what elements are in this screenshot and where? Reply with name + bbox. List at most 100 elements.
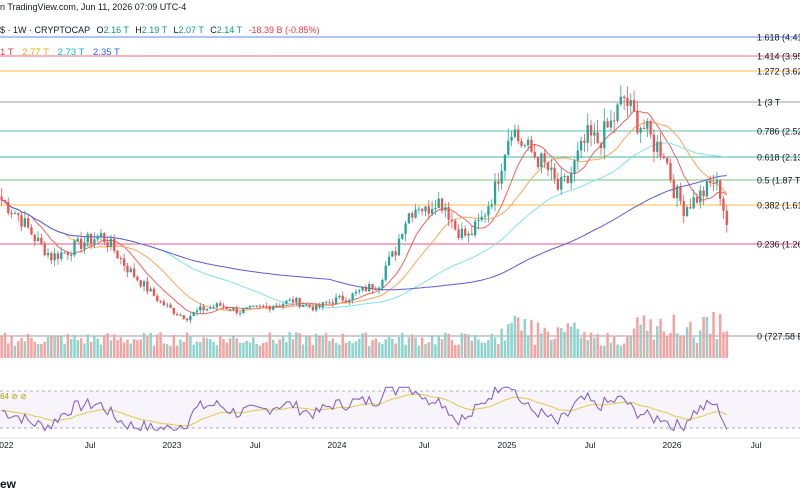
- volume-bar: [513, 315, 517, 358]
- candle-body: [387, 256, 391, 266]
- candle-body: [7, 202, 10, 214]
- candle-body: [321, 302, 324, 308]
- volume-bar: [291, 339, 295, 358]
- volume-bar: [649, 319, 652, 358]
- volume-bar: [99, 344, 103, 358]
- fib-layer: 1.618 (4.41 1.414 (3.95 1.272 (3.62 1 (3 T 0…: [0, 33, 800, 342]
- volume-bar: [639, 324, 642, 358]
- volume-bar: [199, 341, 202, 358]
- candle-body: [199, 306, 202, 311]
- volume-bar: [338, 344, 341, 358]
- volume-bar: [420, 337, 424, 358]
- candle-body: [675, 186, 679, 199]
- volume-bar: [530, 319, 533, 358]
- candle-body: [238, 312, 242, 314]
- candle-body: [43, 243, 46, 256]
- candle-body: [411, 213, 414, 218]
- candle-body: [344, 300, 348, 302]
- candle-body: [533, 151, 536, 158]
- volume-bar: [122, 342, 126, 358]
- volume-bar: [265, 342, 268, 358]
- candle-body: [685, 207, 689, 216]
- volume-bar: [103, 335, 106, 358]
- volume-bar: [454, 345, 457, 358]
- volume-bar: [89, 341, 93, 358]
- volume-bar: [73, 334, 76, 358]
- candle-body: [579, 140, 583, 151]
- volume-bar: [467, 334, 470, 358]
- volume-bar: [136, 340, 139, 358]
- volume-bar: [440, 339, 444, 358]
- candle-body: [50, 253, 53, 261]
- candle-body: [473, 221, 477, 236]
- candle-body: [603, 121, 606, 149]
- candle-body: [73, 241, 76, 256]
- candle-body: [126, 265, 129, 273]
- symbol-legend: $ · 1W · CRYPTOCAP O2.16 T H2.19 T L2.07…: [0, 25, 320, 35]
- volume-bar: [40, 344, 43, 358]
- volume-bar: [63, 344, 66, 358]
- volume-bar: [308, 336, 311, 358]
- volume-bar: [550, 339, 553, 358]
- candle-body: [520, 141, 523, 146]
- candle-body: [467, 233, 470, 236]
- volume-bar: [202, 337, 205, 358]
- candle-body: [712, 183, 715, 185]
- candle-body: [209, 307, 212, 309]
- volume-bar: [218, 335, 222, 358]
- indicator-value-4: 2.35 T: [93, 47, 120, 58]
- volume-bar: [0, 336, 3, 358]
- volume-bar: [288, 332, 291, 358]
- candle-body: [70, 255, 73, 257]
- candle-body: [79, 238, 83, 249]
- candle-body: [351, 293, 354, 300]
- volume-bar: [169, 345, 172, 358]
- candle-body: [371, 284, 374, 290]
- candle-body: [13, 213, 17, 215]
- candle-body: [26, 218, 30, 228]
- volume-bar: [86, 334, 90, 358]
- candle-body: [629, 100, 632, 106]
- candle-body: [301, 305, 305, 307]
- volume-bar: [718, 314, 722, 358]
- volume-bar: [619, 345, 623, 358]
- candle-body: [434, 207, 437, 210]
- candle-body: [76, 238, 79, 242]
- candle-body: [33, 234, 36, 242]
- candle-body: [632, 100, 636, 111]
- candle-body: [517, 129, 520, 142]
- candle-body: [132, 268, 136, 277]
- volume-bar: [245, 340, 248, 358]
- candle-body: [334, 297, 338, 304]
- volume-bar: [384, 339, 388, 358]
- candle-body: [622, 96, 626, 98]
- watermark: ew: [0, 477, 17, 491]
- volume-bar: [109, 340, 113, 358]
- candle-body: [702, 190, 705, 197]
- candle-body: [156, 295, 159, 302]
- volume-bar: [295, 332, 298, 358]
- candle-body: [245, 307, 248, 309]
- volume-bar: [43, 341, 46, 358]
- volume-bar: [381, 343, 384, 358]
- candle-body: [430, 209, 434, 214]
- x-tick-3: Jul: [250, 440, 261, 450]
- candle-body: [46, 253, 50, 256]
- volume-bar: [126, 339, 129, 358]
- candle-body: [414, 209, 417, 218]
- volume-bar: [520, 330, 523, 358]
- ohlc-high-value: 2.19 T: [141, 25, 167, 35]
- indicator-value-1: 1 T: [0, 47, 14, 58]
- volume-bar: [281, 335, 285, 358]
- candle-body: [93, 239, 96, 244]
- volume-bar: [275, 343, 278, 358]
- volume-bar: [59, 336, 63, 358]
- candle-body: [116, 250, 119, 259]
- candle-body: [298, 297, 301, 307]
- volume-bar: [348, 341, 351, 358]
- volume-bar: [377, 342, 381, 358]
- volume-bar: [669, 333, 672, 358]
- volume-bar: [503, 340, 507, 358]
- candle-body: [341, 295, 344, 301]
